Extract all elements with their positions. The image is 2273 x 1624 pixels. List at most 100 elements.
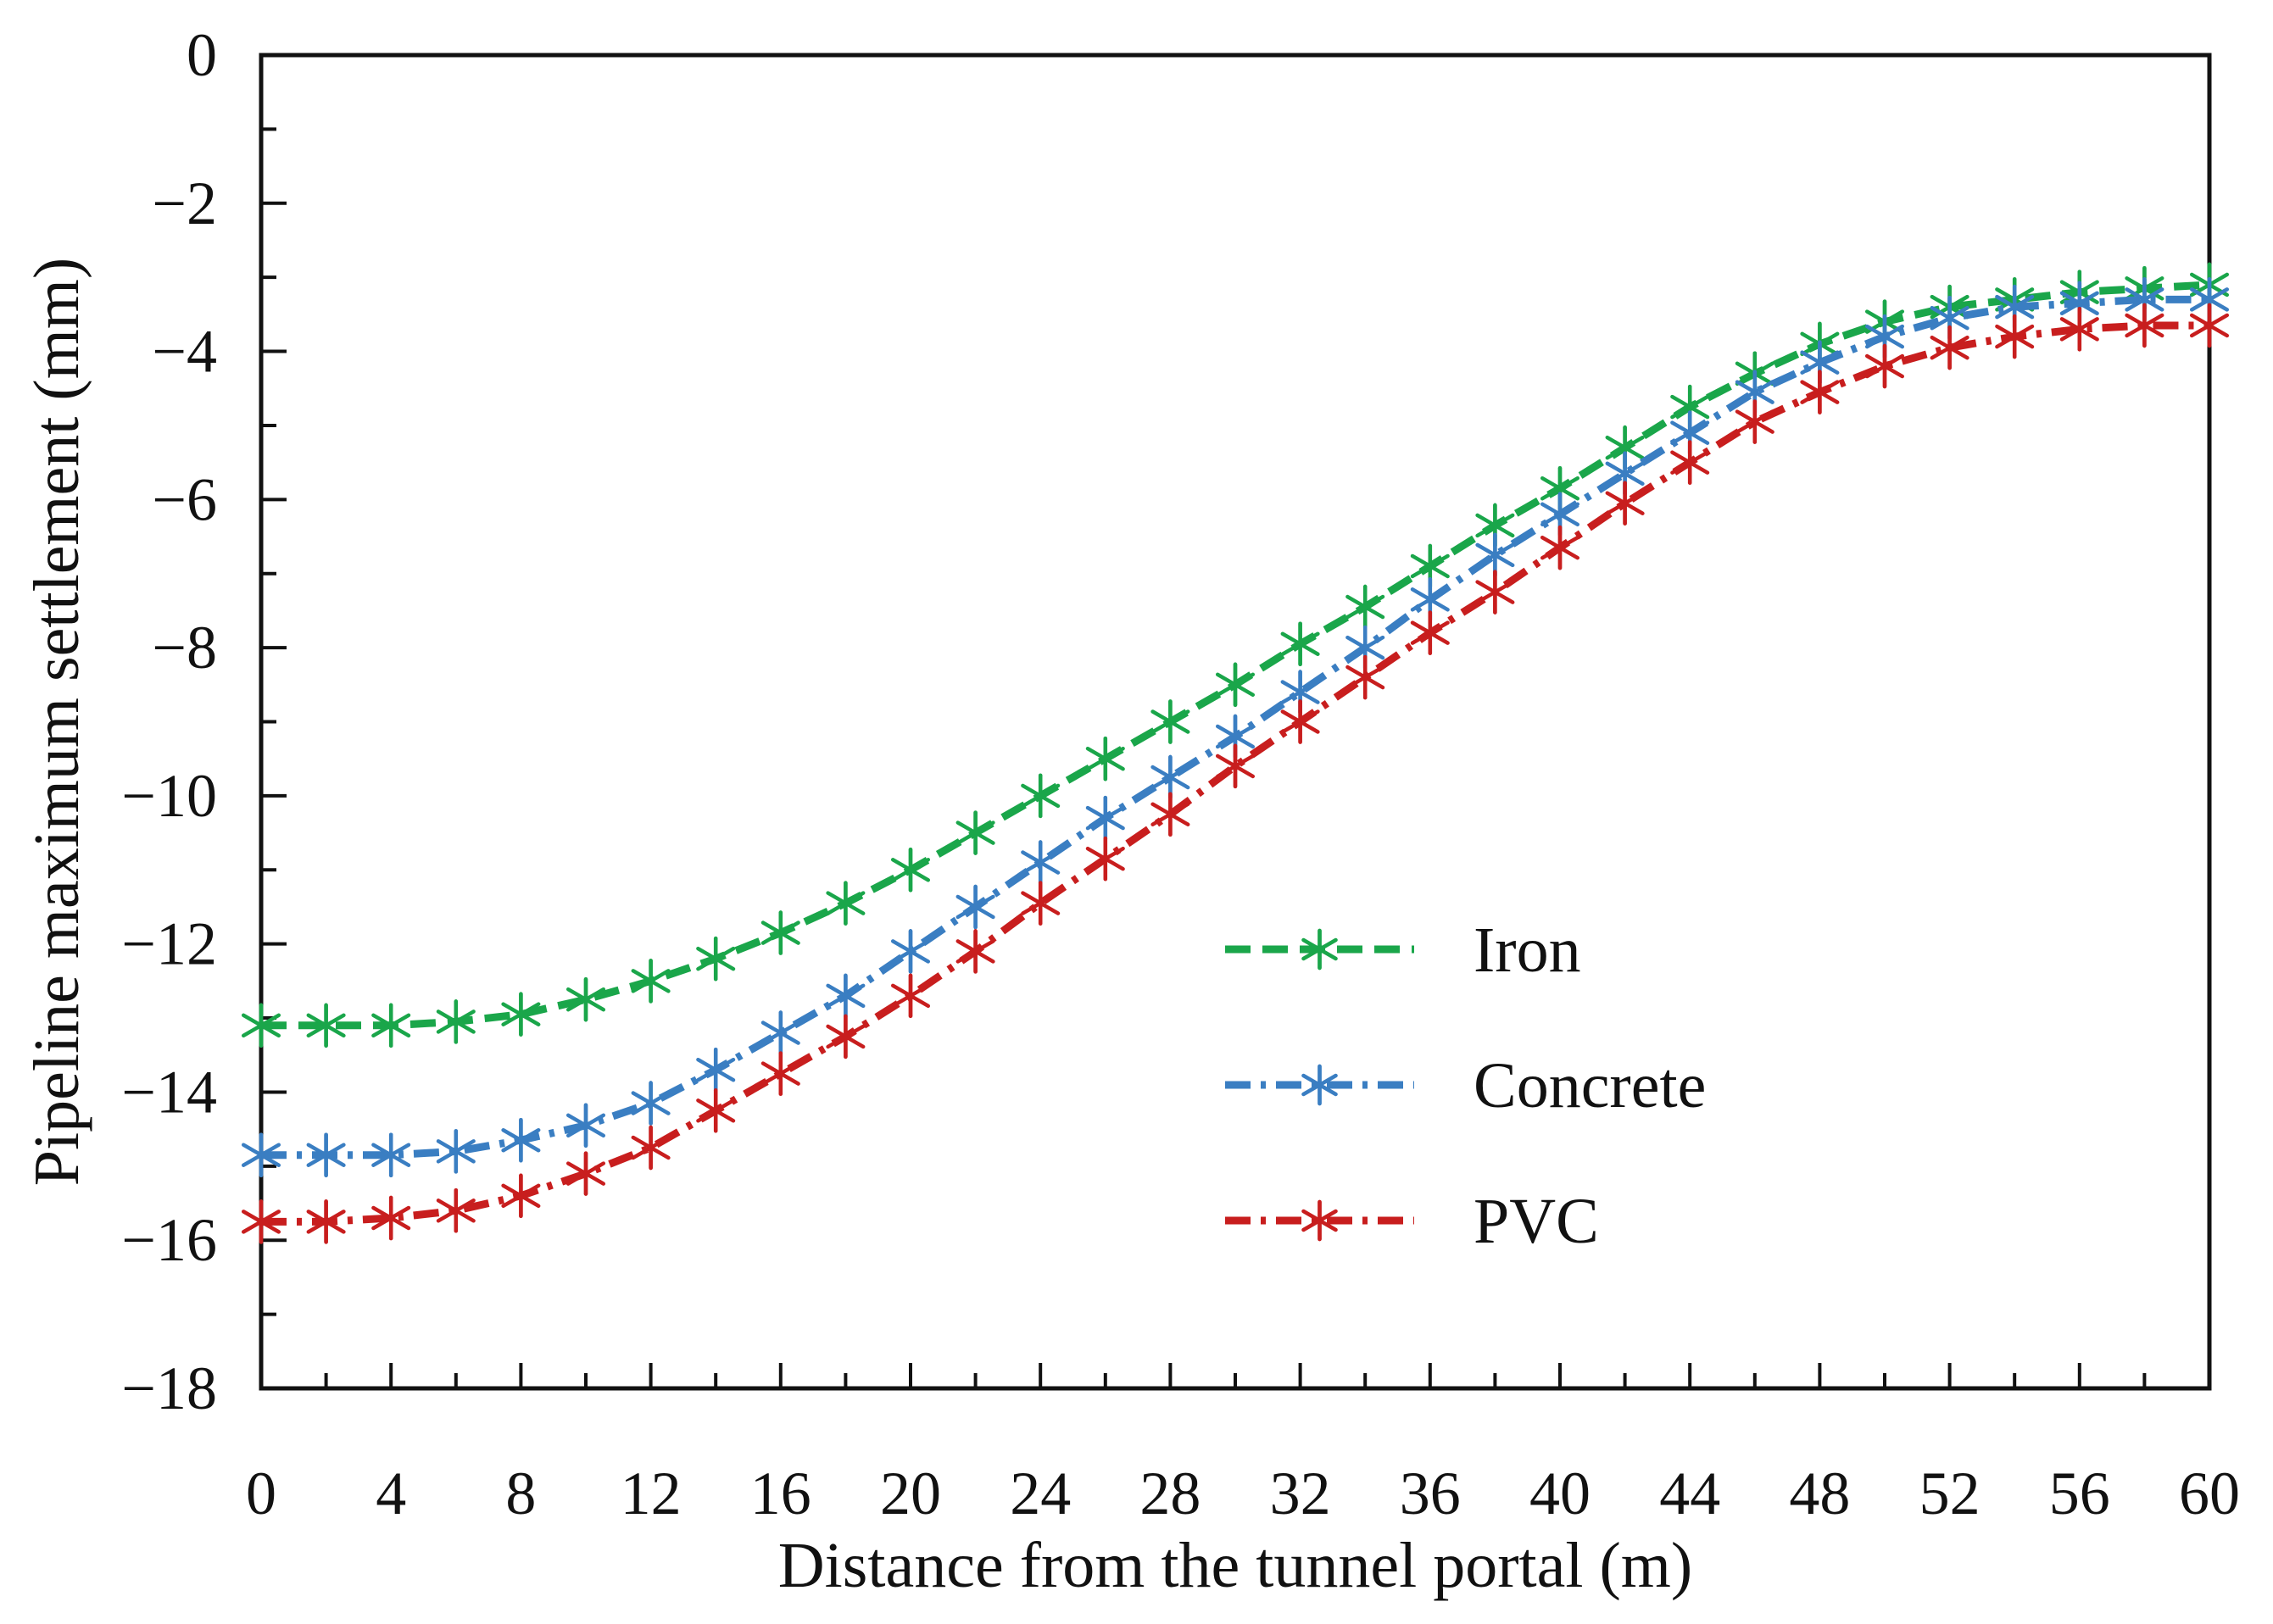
data-point-iron [890,848,931,893]
data-point-concrete [826,973,866,1019]
x-tick-label: 20 [880,1460,941,1527]
data-point-pvc [1864,343,1905,389]
y-tick-label: −14 [121,1058,217,1126]
x-tick-label: 48 [1789,1460,1850,1527]
y-axis-title: Pipeline maximum settlement (mm) [21,258,92,1186]
series-concrete [241,277,2230,1177]
data-point-pvc [955,929,995,974]
legend-marker-pvc [1301,1199,1338,1242]
series-layer [241,262,2230,1244]
y-tick-label: −2 [152,170,217,237]
data-point-pvc [1085,836,1125,882]
data-point-iron [371,1003,411,1048]
x-tick-label: 36 [1400,1460,1461,1527]
y-tick-label: 0 [187,21,217,89]
legend-label-pvc: PVC [1474,1186,1599,1257]
data-point-iron [436,999,476,1044]
y-tick-label: −12 [121,910,217,978]
data-point-pvc [631,1125,671,1171]
data-point-iron [955,810,995,855]
data-point-iron [501,992,541,1037]
data-point-iron [565,976,606,1022]
y-tick-label: −8 [152,614,217,681]
data-point-pvc [760,1051,800,1096]
data-point-concrete [436,1129,476,1174]
data-point-pvc [1345,654,1385,700]
legend-label-concrete: Concrete [1474,1050,1706,1121]
data-point-pvc [1410,610,1450,655]
data-point-concrete [371,1132,411,1177]
legend-item-concrete: Concrete [1225,1050,1706,1121]
data-point-pvc [501,1173,541,1219]
data-point-concrete [955,884,995,930]
data-point-iron [1410,543,1450,589]
data-point-iron [1085,736,1125,781]
data-point-pvc [306,1199,346,1244]
data-point-pvc [1930,325,1969,370]
x-tick-label: 12 [621,1460,682,1527]
data-point-concrete [1150,754,1190,800]
data-point-pvc [1475,570,1515,615]
data-point-concrete [1021,840,1061,885]
axes: 0 4 8 12 16 20 24 28 32 36 40 44 48 52 56 600−2−4−6−8−1… [21,21,2240,1601]
data-point-pvc [696,1088,736,1133]
x-tick-label: 60 [2179,1460,2240,1527]
x-tick-label: 8 [505,1460,536,1527]
data-point-iron [631,959,671,1004]
legend-label-iron: Iron [1474,915,1581,986]
data-point-pvc [2125,303,2164,348]
data-point-pvc [1215,743,1256,789]
x-tick-label: 32 [1270,1460,1331,1527]
data-point-pvc [1021,881,1061,926]
y-tick-label: −16 [121,1206,217,1274]
x-tick-label: 16 [750,1460,811,1527]
x-tick-label: 4 [376,1460,406,1527]
legend-item-iron: Iron [1225,915,1581,986]
data-point-concrete [890,929,931,974]
data-point-pvc [890,973,931,1019]
data-point-pvc [1995,314,2035,359]
legend: Iron Concrete PVC [1225,915,1706,1257]
y-tick-label: −18 [121,1354,217,1422]
data-point-pvc [1735,399,1774,444]
data-point-iron [760,910,800,955]
x-tick-label: 52 [1919,1460,1981,1527]
data-point-iron [1021,773,1061,819]
legend-marker-concrete [1301,1064,1338,1106]
series-iron [241,262,2230,1048]
data-point-iron [1345,584,1385,630]
data-point-pvc [2059,307,2099,352]
data-point-pvc [1540,525,1580,570]
legend-marker-iron [1301,928,1338,971]
data-point-concrete [631,1081,671,1126]
data-point-pvc [1800,370,1840,414]
x-tick-label: 0 [246,1460,276,1527]
data-point-concrete [565,1103,606,1148]
data-point-pvc [436,1188,476,1233]
data-point-iron [1150,699,1190,744]
x-tick-label: 24 [1010,1460,1071,1527]
data-point-concrete [1864,314,1905,359]
data-point-iron [1280,621,1320,666]
y-tick-label: −10 [121,762,217,830]
data-point-pvc [826,1014,866,1059]
y-tick-label: −4 [152,318,217,386]
data-point-pvc [1150,792,1190,837]
series-line-iron [261,281,2210,1030]
data-point-concrete [696,1047,736,1093]
data-point-concrete [1085,795,1125,841]
x-tick-label: 56 [2049,1460,2110,1527]
y-tick-label: −6 [152,465,217,533]
data-point-pvc [1670,440,1710,485]
data-point-pvc [241,1199,281,1244]
data-point-iron [826,881,866,926]
data-point-concrete [501,1117,541,1163]
data-point-iron [306,1003,346,1048]
data-point-pvc [565,1151,606,1196]
data-point-concrete [241,1132,281,1177]
x-axis-title: Distance from the tunnel portal (m) [778,1530,1692,1601]
x-tick-label: 44 [1659,1460,1720,1527]
data-point-iron [1215,662,1256,708]
data-point-pvc [2189,303,2230,348]
